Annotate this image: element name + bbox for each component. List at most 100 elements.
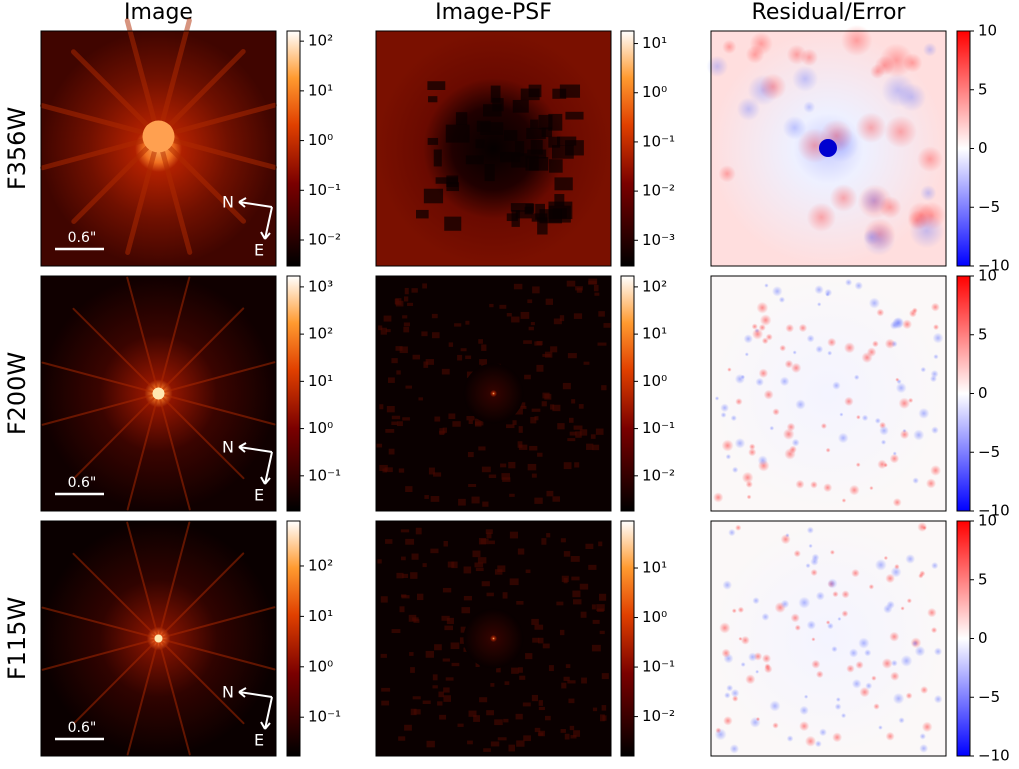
noise xyxy=(566,664,570,668)
residual-blob xyxy=(792,66,818,92)
noise xyxy=(579,404,584,409)
colorbar-tick-label: 10⁻³ xyxy=(642,231,675,249)
noise xyxy=(404,296,408,301)
noise xyxy=(448,562,455,568)
residual-blob xyxy=(815,740,822,747)
noise xyxy=(401,529,409,532)
noise xyxy=(432,685,437,688)
residual-blob xyxy=(931,627,937,633)
noise xyxy=(518,441,523,448)
noise xyxy=(416,528,422,535)
residual-blob xyxy=(894,564,900,570)
residual-blob xyxy=(752,328,763,339)
noise xyxy=(509,494,515,497)
noise xyxy=(526,570,531,574)
residual-blob xyxy=(756,717,760,721)
residual-blob xyxy=(715,728,727,740)
residual-blob xyxy=(732,608,737,613)
residual-blob xyxy=(884,115,917,148)
residual-blob xyxy=(707,56,729,78)
noise xyxy=(414,709,421,714)
noise xyxy=(446,677,454,680)
source-core xyxy=(143,121,175,153)
noise xyxy=(422,283,427,288)
residual-blob xyxy=(882,658,893,669)
noise xyxy=(433,674,438,680)
colorbar-tick-label: −5 xyxy=(978,688,1000,706)
noise xyxy=(392,629,401,633)
residual-blob xyxy=(889,632,899,642)
residual-blob xyxy=(831,646,837,652)
colorbar-tick-label: 10⁻¹ xyxy=(642,658,675,676)
residual-blob xyxy=(863,223,896,256)
source-core xyxy=(155,635,163,643)
noise xyxy=(461,348,467,351)
psf-core xyxy=(464,609,524,669)
residual-blob xyxy=(827,351,832,356)
residual-blob xyxy=(844,397,853,406)
noise xyxy=(465,356,471,360)
residual-blob xyxy=(908,398,913,403)
residual-blob xyxy=(772,408,779,415)
noise xyxy=(395,298,401,305)
colorbar-tick-label: 10⁰ xyxy=(642,608,667,626)
noise xyxy=(381,654,387,658)
noise xyxy=(577,288,582,293)
noise xyxy=(479,697,487,702)
noise xyxy=(464,596,472,600)
noise xyxy=(516,740,524,746)
noise xyxy=(432,332,440,338)
dark-patch xyxy=(434,149,442,166)
compass-north: N xyxy=(222,438,234,457)
noise xyxy=(498,737,507,740)
noise xyxy=(574,313,582,319)
dark-patch xyxy=(531,140,543,155)
residual-blob xyxy=(839,412,843,416)
residual-blob xyxy=(912,640,918,646)
residual-blob xyxy=(718,165,735,182)
noise xyxy=(532,638,539,643)
residual-blob xyxy=(787,423,796,432)
residual-blob xyxy=(846,664,854,672)
residual-blob xyxy=(845,279,852,286)
residual-blob xyxy=(876,309,884,317)
residual-blob xyxy=(752,597,759,604)
noise xyxy=(405,539,414,545)
colorbar-tick-label: 0 xyxy=(978,139,988,157)
noise xyxy=(592,645,601,652)
noise xyxy=(402,574,408,578)
scale-bar-label: 0.6" xyxy=(68,475,97,491)
noise xyxy=(524,375,531,380)
noise xyxy=(598,542,602,547)
residual-blob xyxy=(821,423,827,429)
dark-patch xyxy=(424,189,443,204)
residual-blob xyxy=(785,360,794,369)
residual-blob xyxy=(836,697,841,702)
residual-blob xyxy=(875,559,887,571)
colorbar-tick-label: 10⁻² xyxy=(642,466,675,484)
residual-blob xyxy=(805,563,810,568)
residual-blob xyxy=(761,613,769,621)
noise xyxy=(545,352,552,358)
noise xyxy=(402,315,407,318)
residual-blob xyxy=(917,146,943,172)
residual-blob xyxy=(750,32,773,55)
colorbar xyxy=(287,521,300,756)
noise xyxy=(384,467,392,472)
residual-blob xyxy=(881,440,886,445)
residual-blob xyxy=(893,693,905,705)
residual-blob xyxy=(841,25,872,56)
noise xyxy=(505,681,510,685)
compass-east: E xyxy=(254,486,264,505)
noise xyxy=(588,281,597,285)
noise xyxy=(602,673,609,679)
residual-blob xyxy=(793,350,797,354)
dark-patch xyxy=(526,128,546,139)
residual-blob xyxy=(931,562,938,569)
colorbar-tick-label: 10⁰ xyxy=(642,372,667,390)
residual-blob xyxy=(830,550,835,555)
residual-blob xyxy=(731,415,737,421)
residual-blob xyxy=(762,337,769,344)
residual-blob xyxy=(919,744,928,753)
noise xyxy=(602,705,607,711)
